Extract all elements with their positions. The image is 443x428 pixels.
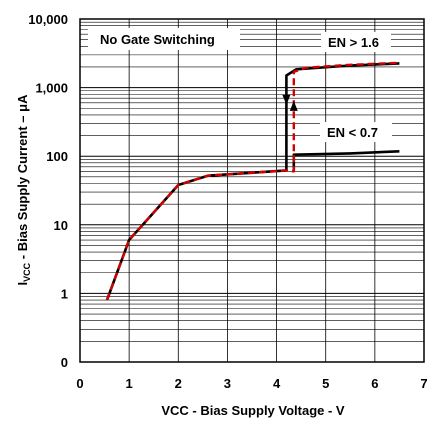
annotation-no-gate-switching-text: No Gate Switching xyxy=(100,32,215,47)
x-tick-label: 5 xyxy=(322,376,329,391)
grid xyxy=(80,19,424,362)
annotation-en-high-bg xyxy=(321,32,391,52)
y-tick-label: 10 xyxy=(54,218,68,233)
y-tick-label: 10,000 xyxy=(28,12,68,27)
y-axis-label: IVCC - Bias Supply Current – μA xyxy=(15,94,32,286)
series-layer xyxy=(105,61,400,301)
annotation-box xyxy=(88,28,240,50)
y-tick-label: 0 xyxy=(61,355,68,370)
tick-labels: 0 1 2 3 4 5 6 7 0 1 10 100 1,000 10,000 xyxy=(28,12,427,391)
x-tick-label: 1 xyxy=(126,376,133,391)
transition-arrows xyxy=(282,94,298,111)
annotation-no-gate-switching: No Gate Switching xyxy=(88,28,240,50)
x-tick-label: 4 xyxy=(273,376,281,391)
annotation-en-low-bg xyxy=(320,122,392,142)
x-tick-label: 7 xyxy=(420,376,427,391)
arrow-up-marker xyxy=(289,100,298,111)
annotation-en-high-text: EN > 1.6 xyxy=(328,35,379,50)
plot-frame xyxy=(79,18,425,363)
annotation-en-low: EN < 0.7 xyxy=(320,122,392,142)
y-tick-label: 100 xyxy=(46,149,68,164)
x-tick-label: 3 xyxy=(224,376,231,391)
series-line-en-low xyxy=(292,150,400,171)
y-tick-label: 1,000 xyxy=(35,81,68,96)
annotation-en-low-text: EN < 0.7 xyxy=(327,125,378,140)
x-tick-label: 0 xyxy=(76,376,83,391)
arrow-down-marker xyxy=(282,94,291,105)
y-tick-label: 1 xyxy=(61,286,68,301)
x-axis-label: VCC - Bias Supply Voltage - V xyxy=(161,403,345,418)
x-tick-label: 2 xyxy=(175,376,182,391)
x-tick-label: 6 xyxy=(371,376,378,391)
series-line-en-low xyxy=(105,62,400,301)
annotation-en-high: EN > 1.6 xyxy=(321,32,391,52)
series-line-en-high xyxy=(105,61,400,301)
